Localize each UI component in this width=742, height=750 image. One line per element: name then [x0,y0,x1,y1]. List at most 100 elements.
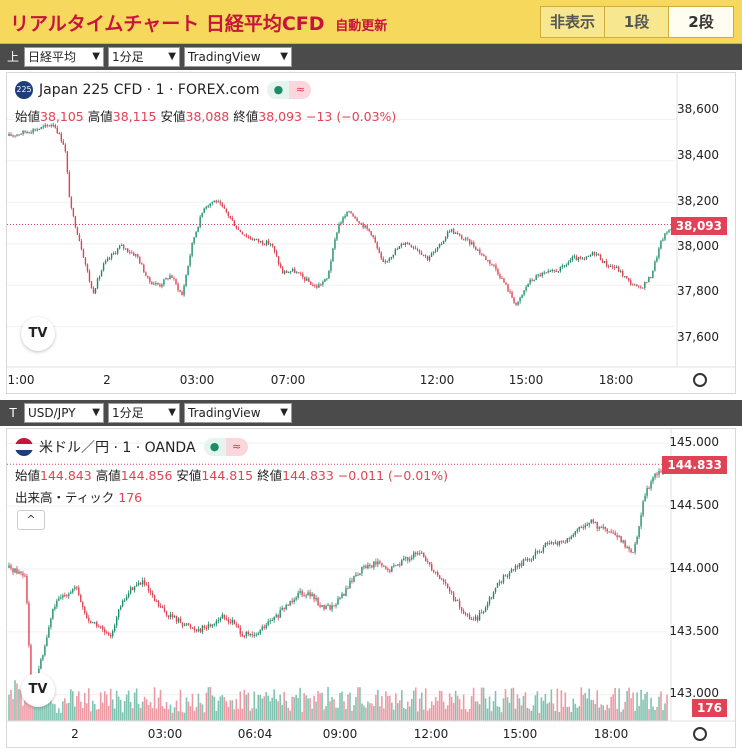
candle-body [287,605,289,607]
volume-bar [259,695,262,721]
candle-body [391,566,393,572]
chart2-status-pill[interactable]: ● ≈ [203,438,248,456]
candle-body [139,582,142,585]
candle-body [243,636,245,638]
volume-bar [528,708,531,721]
candle-body [113,625,116,632]
candle-body [321,604,323,607]
x-tick: 2 [103,373,111,387]
volume-bar [303,693,305,721]
volume-bar [249,710,252,721]
candle-body [86,264,89,272]
candle-body [496,582,499,588]
candle-body [562,541,565,543]
volume-bar [301,711,303,721]
candle-body [459,234,461,236]
volume-bar [408,706,411,721]
volume-bar [474,701,477,721]
chart1-status-pill[interactable]: ● ≈ [267,81,312,99]
candle-body [315,597,317,600]
candle-body [530,559,533,561]
candle-body [265,624,267,629]
candle-body [516,565,519,567]
tradingview-logo-icon[interactable]: TV [21,673,55,707]
candle-body [396,248,399,250]
settings-gear-icon[interactable] [693,727,707,741]
candle-body [478,612,481,621]
volume-bar [279,694,281,721]
chart2-pane[interactable]: 米ドル／円 · 1 · OANDA ● ≈ 始値144.843 高値144.856… [6,428,736,748]
candle-body [490,597,493,599]
volume-bar [385,691,387,721]
candle-body [102,263,105,271]
auto-update-label: 自動更新 [335,19,388,34]
settings-gear-icon[interactable] [693,373,707,387]
candle-body [329,604,331,610]
candle-body [353,576,355,582]
candle-body [618,536,620,538]
volume-bar [562,706,565,721]
open-value: 144.843 [40,468,92,483]
candle-body [66,595,68,597]
chart1-pane[interactable]: 225 Japan 225 CFD · 1 · FOREX.com ● ≈ 始値3… [6,72,736,394]
volume-bar [436,700,439,721]
candle-body [107,632,110,635]
two-row-button[interactable]: 2段 [669,7,733,37]
chart2-interval-value: 1分足 [112,406,144,420]
chart2-interval-select[interactable]: 1分足 ▼ [108,403,180,423]
volume-bar [389,695,391,721]
candle-body [219,618,222,621]
chart2-canvas[interactable] [7,429,736,748]
candle-body [241,634,243,637]
candle-body [503,278,505,283]
volume-bar [654,710,656,721]
chart2-symbol-value: USD/JPY [28,406,76,420]
chart1-interval-select[interactable]: 1分足 ▼ [108,47,180,67]
candle-body [475,246,477,250]
candle-body [62,595,64,598]
volume-bar [147,704,150,721]
tradingview-logo-icon[interactable]: TV [21,317,55,351]
candle-body [191,627,194,629]
chart1-symbol-select[interactable]: 日経平均 ▼ [24,47,104,67]
chart1-provider-select[interactable]: TradingView ▼ [184,47,292,67]
chart2-provider-select[interactable]: TradingView ▼ [184,403,292,423]
candle-body [98,276,101,279]
volume-bar [163,708,166,721]
candle-body [621,270,624,277]
volume-bar [650,697,652,721]
collapse-legend-button[interactable]: ^ [17,510,45,530]
candle-body [357,574,359,576]
candle-body [165,611,168,616]
live-dot-icon: ● [203,438,226,456]
hide-button[interactable]: 非表示 [541,7,605,37]
volume-bar [395,693,397,721]
y-tick: 38,600 [677,102,719,116]
candle-body [369,564,371,566]
volume-bar [319,693,321,721]
candle-body [364,225,366,228]
candle-body [624,276,626,278]
candle-body [227,211,230,216]
volume-bar [351,710,353,721]
volume-bar [514,708,517,721]
candle-body [413,552,415,558]
pin-icon[interactable]: T [9,406,17,420]
volume-bar [169,704,172,721]
candle-body [90,620,92,624]
candle-body [84,607,86,614]
candle-body [292,268,294,272]
chart2-price-tag: 144.833 [662,456,727,474]
one-row-button[interactable]: 1段 [605,7,669,37]
candle-body [401,560,403,566]
live-dot-icon: ● [267,81,290,99]
pin-icon[interactable]: 上 [6,50,19,64]
candle-body [557,271,560,273]
candle-body [149,590,152,593]
candle-body [185,275,187,286]
candle-body [520,563,523,566]
chart2-symbol-select[interactable]: USD/JPY ▼ [24,403,104,423]
volume-bar [399,700,401,721]
chart1-canvas[interactable] [7,73,736,394]
volume-bar [297,697,299,721]
